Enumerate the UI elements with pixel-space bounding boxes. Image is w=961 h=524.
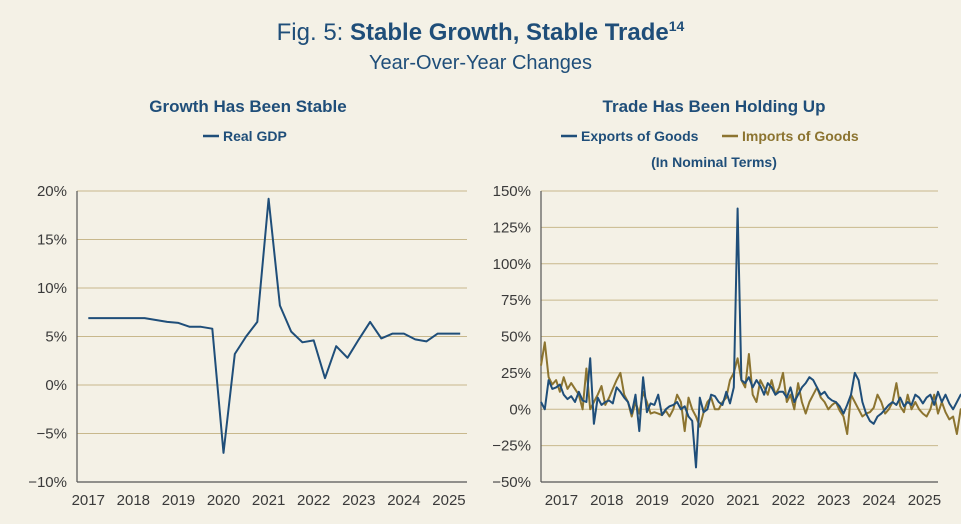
chart1-ytick-label: −5% <box>37 426 67 443</box>
chart2-ytick-label: −25% <box>492 438 531 455</box>
chart1-series-real-gdp <box>88 197 461 454</box>
figure-prefix: Fig. 5: <box>276 19 344 46</box>
chart1-xtick-label: 2017 <box>72 492 105 509</box>
chart1-title: Growth Has Been Stable <box>149 97 346 116</box>
figure-title: Fig. 5: Stable Growth, Stable Trade14 <box>0 18 961 47</box>
chart1-xtick-label: 2019 <box>162 492 195 509</box>
chart1-ytick-label: 0% <box>45 377 67 394</box>
legend-real-gdp-label: Real GDP <box>223 128 287 144</box>
legend-imports-label: Imports of Goods <box>742 128 859 144</box>
chart2-note: (In Nominal Terms) <box>651 154 777 170</box>
chart2-xtick-label: 2023 <box>817 492 850 509</box>
chart2-plot: 150% 125% 100% 75% 50% 25% 0% −25% −50% 2017 2018 2… <box>492 183 961 509</box>
chart1-ytick-label: 5% <box>45 329 67 346</box>
chart1-ytick-label: 10% <box>37 280 67 297</box>
chart1-xtick-label: 2024 <box>387 492 420 509</box>
chart1-xtick-label: 2025 <box>432 492 465 509</box>
chart2-ytick-label: 0% <box>509 401 531 418</box>
figure-footnote: 14 <box>668 18 685 34</box>
legend-exports-label: Exports of Goods <box>581 128 699 144</box>
chart2-ytick-label: 75% <box>501 292 531 309</box>
chart2-ytick-label: −50% <box>492 474 531 491</box>
chart1-xtick-label: 2018 <box>117 492 150 509</box>
chart2-xtick-label: 2025 <box>908 492 941 509</box>
chart2-ytick-label: 125% <box>493 219 531 236</box>
chart1-xtick-label: 2023 <box>342 492 375 509</box>
chart1-ytick-label: 15% <box>37 232 67 249</box>
chart2-series-exports-of-goods <box>540 207 961 469</box>
chart1-plot: 20% 15% 10% 5% 0% −5% −10% 2017 2018 2019 2020 2021… <box>28 183 467 509</box>
chart2-xtick-label: 2019 <box>635 492 668 509</box>
chart2-xtick-label: 2020 <box>681 492 714 509</box>
figure-main-title: Stable Growth, Stable Trade <box>350 19 669 46</box>
chart2-xtick-label: 2024 <box>862 492 895 509</box>
figure-subtitle: Year-Over-Year Changes <box>368 52 593 74</box>
chart2-title: Trade Has Been Holding Up <box>603 97 826 116</box>
chart1-ytick-label: −10% <box>28 474 67 491</box>
chart2-xtick-label: 2018 <box>590 492 623 509</box>
chart2-xtick-label: 2022 <box>772 492 805 509</box>
chart1-xtick-label: 2022 <box>297 492 330 509</box>
chart2-ytick-label: 100% <box>493 256 531 273</box>
chart2-series-imports-of-goods <box>540 341 961 435</box>
chart2-ytick-label: 25% <box>501 365 531 382</box>
chart2-ytick-label: 50% <box>501 329 531 346</box>
chart2-xtick-label: 2021 <box>726 492 759 509</box>
chart2-xtick-label: 2017 <box>545 492 578 509</box>
chart1-xtick-label: 2020 <box>207 492 240 509</box>
chart1-xtick-label: 2021 <box>252 492 285 509</box>
chart1-ytick-label: 20% <box>37 183 67 200</box>
chart2-ytick-label: 150% <box>493 183 531 200</box>
